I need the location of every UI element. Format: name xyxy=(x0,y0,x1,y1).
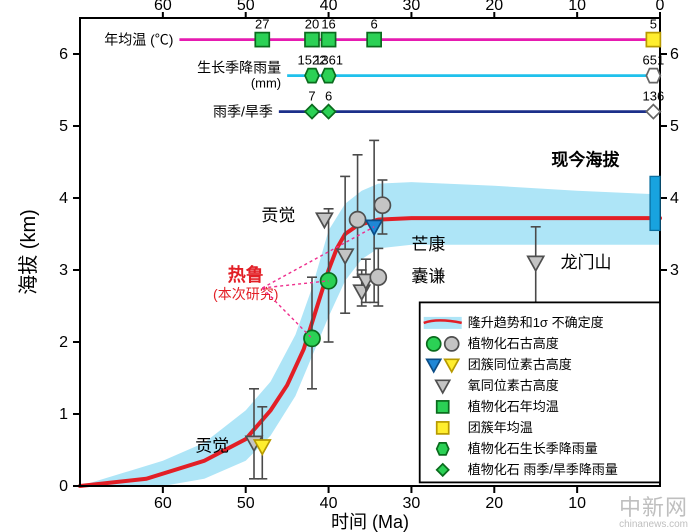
ytick-left: 1 xyxy=(59,406,68,423)
track-value: 27 xyxy=(255,17,269,32)
ytick-left: 5 xyxy=(59,118,68,135)
site-label: 贡觉 xyxy=(195,436,229,455)
xtick-top: 60 xyxy=(154,0,172,14)
site-label: 囊谦 xyxy=(411,267,445,286)
xtick-bottom: 60 xyxy=(154,495,172,512)
track-value: 16 xyxy=(321,17,335,32)
ytick-left: 4 xyxy=(59,190,68,207)
xtick-top: 50 xyxy=(237,0,255,14)
site-label: 龙门山 xyxy=(561,253,612,272)
xtick-bottom: 40 xyxy=(320,495,338,512)
track-value: 1361 xyxy=(314,53,343,68)
ytick-left: 0 xyxy=(59,478,68,495)
legend-row-text: 植物化石古高度 xyxy=(468,336,559,351)
legend-row-text: 隆升趋势和1σ 不确定度 xyxy=(468,315,604,330)
xtick-top: 10 xyxy=(568,0,586,14)
ytick-right: 4 xyxy=(670,190,679,207)
ytick-left: 2 xyxy=(59,334,68,351)
chart-root: 605040302010时间 (Ma)60504030201000123456海… xyxy=(0,0,700,532)
xtick-bottom: 50 xyxy=(237,495,255,512)
xtick-top: 0 xyxy=(656,0,665,14)
legend-row-text: 植物化石生长季降雨量 xyxy=(468,441,598,456)
relu-label-main: 热鲁 xyxy=(228,264,264,285)
track-value: 136 xyxy=(643,89,665,104)
x-axis-label: 时间 (Ma) xyxy=(331,512,409,532)
chart-svg: 605040302010时间 (Ma)60504030201000123456海… xyxy=(0,0,700,532)
today-elevation-label: 现今海拔 xyxy=(551,150,620,170)
site-label: 贡觉 xyxy=(261,206,295,225)
xtick-top: 30 xyxy=(403,0,421,14)
legend-row-text: 植物化石年均温 xyxy=(468,399,559,414)
legend-row-text: 团簇年均温 xyxy=(468,420,533,435)
track-label-wetdry: 雨季/旱季 xyxy=(213,104,273,120)
today-elevation-box xyxy=(650,176,660,230)
track-value: 651 xyxy=(643,53,665,68)
track-value: 5 xyxy=(650,17,657,32)
xtick-bottom: 20 xyxy=(485,495,503,512)
site-label: 芒康 xyxy=(411,235,445,254)
xtick-bottom: 30 xyxy=(403,495,421,512)
ytick-left: 3 xyxy=(59,262,68,279)
xtick-bottom: 10 xyxy=(568,495,586,512)
y-axis-label: 海拔 (km) xyxy=(17,209,40,295)
track-sublabel-gsr: (mm) xyxy=(251,76,281,91)
legend-row-text: 植物化石 雨季/旱季降雨量 xyxy=(468,462,618,477)
track-label-temp: 年均温 (℃) xyxy=(104,32,173,48)
ytick-right: 3 xyxy=(670,262,679,279)
ytick-right: 6 xyxy=(670,46,679,63)
track-value: 6 xyxy=(371,17,378,32)
legend-row-text: 团簇同位素古高度 xyxy=(468,357,572,372)
track-value: 6 xyxy=(325,89,332,104)
track-value: 7 xyxy=(308,89,315,104)
ytick-left: 6 xyxy=(59,46,68,63)
xtick-top: 20 xyxy=(485,0,503,14)
legend-row-text: 氧同位素古高度 xyxy=(468,378,559,393)
track-label-gsr: 生长季降雨量 xyxy=(197,60,281,76)
ytick-right: 5 xyxy=(670,118,679,135)
track-value: 20 xyxy=(305,17,319,32)
xtick-top: 40 xyxy=(320,0,338,14)
